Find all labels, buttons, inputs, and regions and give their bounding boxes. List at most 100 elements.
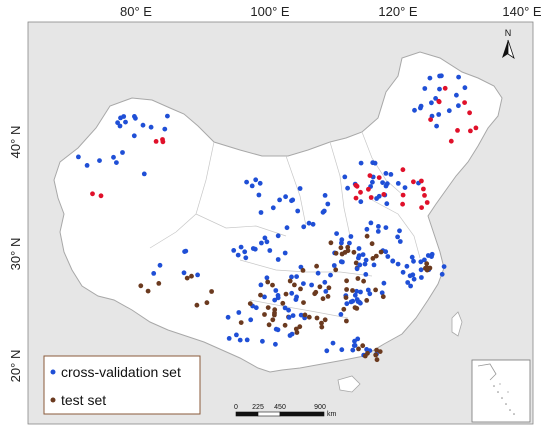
cross-validation-station: [384, 181, 390, 187]
cross-validation-station: [293, 297, 299, 302]
north-arrow-icon: [502, 40, 508, 58]
highlight-station: [400, 167, 406, 173]
cross-validation-station: [411, 276, 417, 282]
cross-validation-station: [162, 126, 168, 132]
cross-validation-station: [409, 254, 415, 260]
cross-validation-station: [419, 275, 424, 280]
cross-validation-station: [322, 279, 328, 285]
cross-validation-station: [226, 336, 232, 341]
test-station: [287, 278, 293, 284]
test-station: [364, 298, 370, 303]
cross-validation-station: [395, 234, 400, 240]
lon-label-100e: 100° E: [250, 4, 290, 19]
cross-validation-station: [244, 179, 250, 185]
cross-validation-station: [342, 174, 348, 180]
cross-validation-station: [225, 314, 231, 320]
test-station: [354, 306, 360, 311]
cross-validation-station: [298, 312, 304, 318]
cross-validation-station: [248, 317, 254, 323]
south-china-sea-inset: [471, 359, 531, 423]
cross-validation-station: [397, 239, 403, 244]
cross-validation-station: [273, 288, 279, 293]
test-station: [344, 318, 349, 324]
cross-validation-station: [412, 107, 417, 113]
cross-validation-station: [365, 287, 371, 293]
cross-validation-station: [364, 347, 369, 352]
cross-validation-station: [306, 220, 312, 226]
cross-validation-station: [344, 301, 350, 307]
cross-validation-station: [286, 307, 291, 313]
country-outline: [53, 51, 503, 373]
test-station: [189, 273, 194, 279]
test-station: [262, 312, 267, 317]
cross-validation-station: [97, 158, 102, 164]
highlight-station: [442, 85, 448, 91]
cross-validation-station: [408, 283, 413, 289]
cross-validation-station: [242, 249, 248, 255]
test-station: [301, 300, 306, 305]
test-station: [380, 294, 386, 300]
test-station: [351, 249, 357, 255]
cross-validation-station: [330, 340, 336, 346]
cross-validation-station: [321, 208, 327, 214]
cross-validation-station: [331, 263, 337, 268]
test-station: [377, 349, 383, 354]
highlight-station: [368, 195, 374, 200]
cross-validation-station: [323, 289, 329, 294]
station-points: [76, 73, 479, 363]
highlight-station: [90, 191, 95, 197]
cross-validation-station: [132, 114, 137, 119]
cross-validation-station: [141, 171, 147, 177]
cross-validation-station: [370, 179, 375, 185]
highlight-station: [455, 127, 460, 133]
cross-validation-station: [297, 186, 303, 191]
test-station: [297, 324, 303, 330]
cross-validation-station: [338, 312, 344, 317]
highlight-station: [448, 138, 454, 144]
test-station: [374, 347, 379, 353]
cross-validation-station: [375, 229, 381, 234]
test-station: [298, 286, 303, 292]
test-station: [353, 260, 359, 266]
cross-validation-station: [267, 248, 273, 253]
cross-validation-station: [289, 274, 294, 280]
cross-validation-station: [356, 246, 362, 251]
cross-validation-station: [283, 194, 288, 200]
highlight-station: [468, 128, 473, 134]
cross-validation-station: [456, 74, 461, 80]
cross-validation-station: [390, 258, 396, 264]
cross-validation-station: [422, 257, 427, 263]
cross-validation-station: [397, 228, 402, 234]
cross-validation-station: [256, 192, 262, 198]
highlight-station: [153, 139, 159, 144]
cross-validation-station: [340, 259, 345, 265]
test-station: [270, 317, 276, 323]
lon-label-120e: 120° E: [378, 4, 418, 19]
cross-validation-station: [350, 298, 356, 304]
lat-label-40n: 40° N: [8, 126, 23, 159]
cross-validation-station: [118, 115, 123, 121]
cross-validation-station: [322, 193, 328, 198]
cross-validation-station: [358, 199, 364, 205]
test-station: [314, 315, 320, 321]
scale-tick-900: 900: [314, 404, 326, 411]
cross-validation-station: [273, 341, 278, 347]
highlight-station: [473, 125, 479, 131]
test-station: [373, 287, 378, 293]
highlight-station: [467, 110, 472, 116]
highlight-station: [419, 178, 424, 184]
cross-validation-station: [384, 201, 390, 207]
test-station: [374, 357, 380, 363]
cross-validation-station: [258, 210, 264, 215]
highlight-station: [462, 100, 467, 105]
cross-validation-station: [328, 272, 333, 278]
cross-validation-station: [439, 271, 445, 277]
hainan-island: [337, 375, 361, 393]
cross-validation-station: [310, 221, 316, 227]
test-station: [333, 267, 339, 273]
test-station: [319, 320, 324, 326]
cross-validation-station: [120, 150, 125, 155]
test-station: [156, 281, 162, 286]
cross-validation-station: [360, 252, 366, 257]
cross-validation-station: [418, 259, 424, 265]
